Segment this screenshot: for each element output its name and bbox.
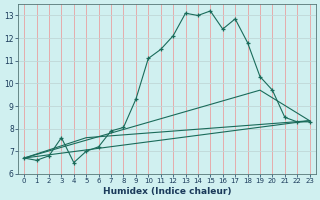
X-axis label: Humidex (Indice chaleur): Humidex (Indice chaleur) (103, 187, 231, 196)
